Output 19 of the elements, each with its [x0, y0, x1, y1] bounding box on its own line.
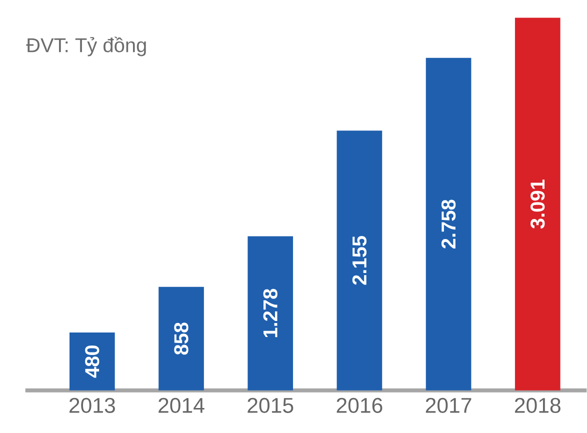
data-label: 1.278	[263, 288, 278, 338]
data-label: 858	[174, 322, 188, 355]
data-label: 2.155	[352, 236, 367, 285]
bar	[514, 18, 560, 390]
data-label: 3.091	[530, 180, 545, 229]
x-tick-label: 2018	[514, 398, 560, 413]
bar	[336, 130, 382, 390]
x-tick-label: 2015	[248, 398, 294, 413]
bar	[158, 286, 204, 390]
x-tick-label: 2017	[426, 398, 472, 413]
x-tick-label: 2013	[70, 398, 115, 413]
data-label: 2.758	[441, 200, 456, 248]
x-tick-label: 2014	[158, 398, 204, 413]
x-tick-label: 2016	[336, 398, 382, 413]
bar	[248, 236, 294, 390]
data-label: 480	[85, 346, 100, 378]
bar	[70, 332, 115, 390]
annotation: ĐVT: Tỷ đồng	[26, 36, 146, 56]
bar	[426, 58, 472, 390]
